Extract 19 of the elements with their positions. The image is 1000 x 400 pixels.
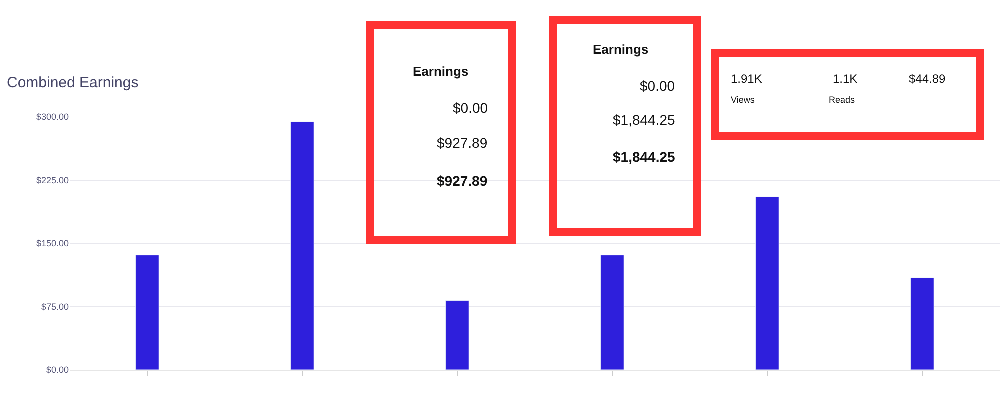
annotation: $1,844.25 [613, 112, 676, 128]
y-tick-label: $75.00 [41, 302, 69, 312]
text: $0.00 [453, 100, 488, 116]
y-tick-label: $225.00 [36, 175, 69, 186]
y-tick-label: $150.00 [36, 238, 69, 249]
text: Earnings [593, 42, 649, 57]
text: $0.00 [640, 78, 676, 94]
y-tick-label: $300.00 [36, 112, 69, 122]
text: Views [731, 95, 756, 105]
text: Earnings [413, 64, 469, 79]
text: Reads [829, 95, 856, 105]
annotation: $927.89 [437, 135, 488, 151]
annotation: $1,844.25 [613, 149, 676, 165]
text: 1.1K [833, 72, 858, 86]
y-tick-label: $0.00 [46, 365, 69, 376]
chart-title: Combined Earnings [7, 74, 139, 92]
text: $44.89 [909, 72, 946, 86]
text: 1.91K [731, 72, 762, 86]
annotation: $927.89 [437, 173, 488, 189]
